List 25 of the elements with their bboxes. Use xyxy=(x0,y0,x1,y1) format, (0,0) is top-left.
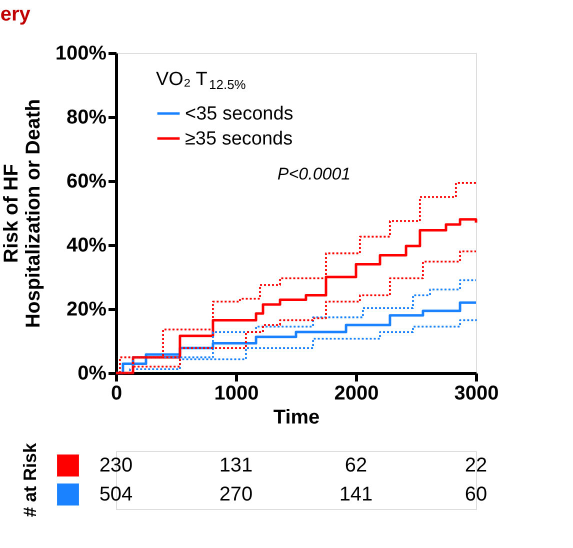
text: 131 xyxy=(219,454,253,476)
legend-label: ≥35 seconds xyxy=(185,128,293,150)
text: 270 xyxy=(219,484,253,506)
legend-label: <35 seconds xyxy=(185,104,294,124)
x-tick-label: 3000 xyxy=(454,382,499,404)
text: 141 xyxy=(339,484,373,506)
x-tick-label: 0 xyxy=(110,382,122,404)
text: 22 xyxy=(464,454,488,476)
text: 60 xyxy=(464,484,488,506)
y-tick-label: 60% xyxy=(66,170,107,192)
annotation: P<0.0001 xyxy=(277,164,351,184)
y-tick-label: 40% xyxy=(66,234,107,256)
y-tick-label: 100% xyxy=(55,42,107,64)
x-tick-label: 2000 xyxy=(334,382,379,404)
y-tick-label: 80% xyxy=(66,106,107,128)
chart-title: ery xyxy=(0,4,32,26)
text: # at Risk xyxy=(20,442,40,518)
y-axis-title: Risk of HF Hospitalization or Death xyxy=(0,99,44,328)
text: 504 xyxy=(99,484,133,506)
x-tick-label: 1000 xyxy=(214,382,259,404)
y-tick-label: 0% xyxy=(78,362,107,384)
x-axis-title: Time xyxy=(273,406,320,428)
text: 62 xyxy=(344,454,368,476)
text: 230 xyxy=(99,454,133,476)
y-tick-label: 20% xyxy=(66,298,107,320)
